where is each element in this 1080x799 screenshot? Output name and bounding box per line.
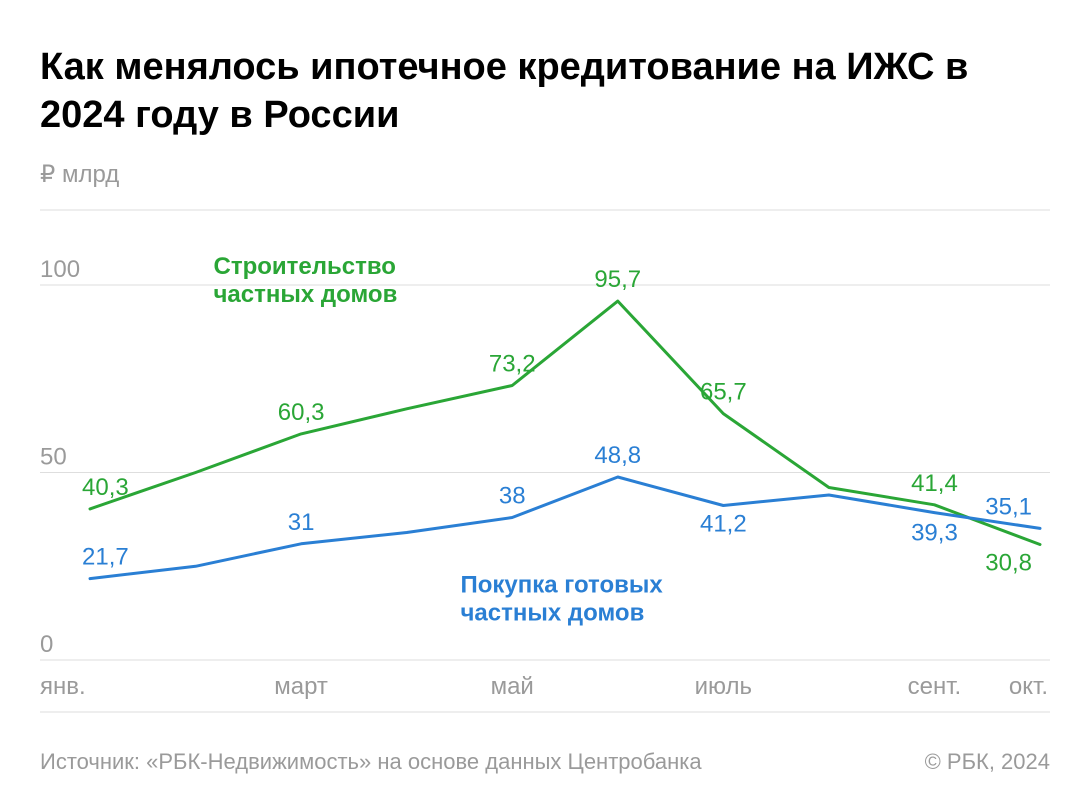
- x-tick-label: май: [491, 673, 534, 700]
- y-axis-label: ₽ млрд: [40, 160, 119, 189]
- x-tick-label: сент.: [908, 673, 962, 700]
- x-tick-label: окт.: [1009, 673, 1048, 700]
- series-construction-value-label: 95,7: [594, 266, 641, 293]
- series-purchase-legend: Покупка готовых: [461, 572, 664, 599]
- series-purchase-value-label: 21,7: [82, 544, 129, 571]
- series-purchase-line: [90, 477, 1040, 579]
- series-construction-value-label: 41,4: [911, 470, 958, 497]
- series-construction-value-label: 73,2: [489, 351, 536, 378]
- series-purchase-value-label: 38: [499, 483, 526, 510]
- copyright-text: © РБК, 2024: [925, 749, 1050, 775]
- series-construction-line: [90, 301, 1040, 544]
- series-purchase-value-label: 35,1: [985, 493, 1032, 520]
- series-purchase-value-label: 48,8: [594, 442, 641, 469]
- chart-container: Как менялось ипотечное кредитование на И…: [0, 0, 1080, 799]
- series-construction-value-label: 60,3: [278, 399, 325, 426]
- x-tick-label: янв.: [40, 673, 86, 700]
- x-tick-label: март: [274, 673, 328, 700]
- source-text: Источник: «РБК-Недвижимость» на основе д…: [40, 749, 702, 775]
- series-construction-value-label: 65,7: [700, 379, 747, 406]
- y-tick-label: 50: [40, 444, 67, 471]
- series-purchase-legend: частных домов: [461, 600, 645, 627]
- x-tick-label: июль: [695, 673, 752, 700]
- series-construction-legend: Строительство: [214, 253, 396, 280]
- series-construction-value-label: 30,8: [985, 550, 1032, 577]
- y-tick-label: 100: [40, 256, 80, 283]
- series-purchase-value-label: 39,3: [911, 520, 958, 547]
- y-tick-label: 0: [40, 631, 53, 658]
- series-purchase-value-label: 41,2: [700, 511, 747, 538]
- series-construction-legend: частных домов: [214, 281, 398, 308]
- chart-title: Как менялось ипотечное кредитование на И…: [40, 44, 1040, 139]
- series-construction-value-label: 40,3: [82, 474, 129, 501]
- series-purchase-value-label: 31: [288, 509, 315, 536]
- line-chart: 0 50 100 янв. март май июль сент. окт. 40,3 60,3 73…: [40, 200, 1050, 720]
